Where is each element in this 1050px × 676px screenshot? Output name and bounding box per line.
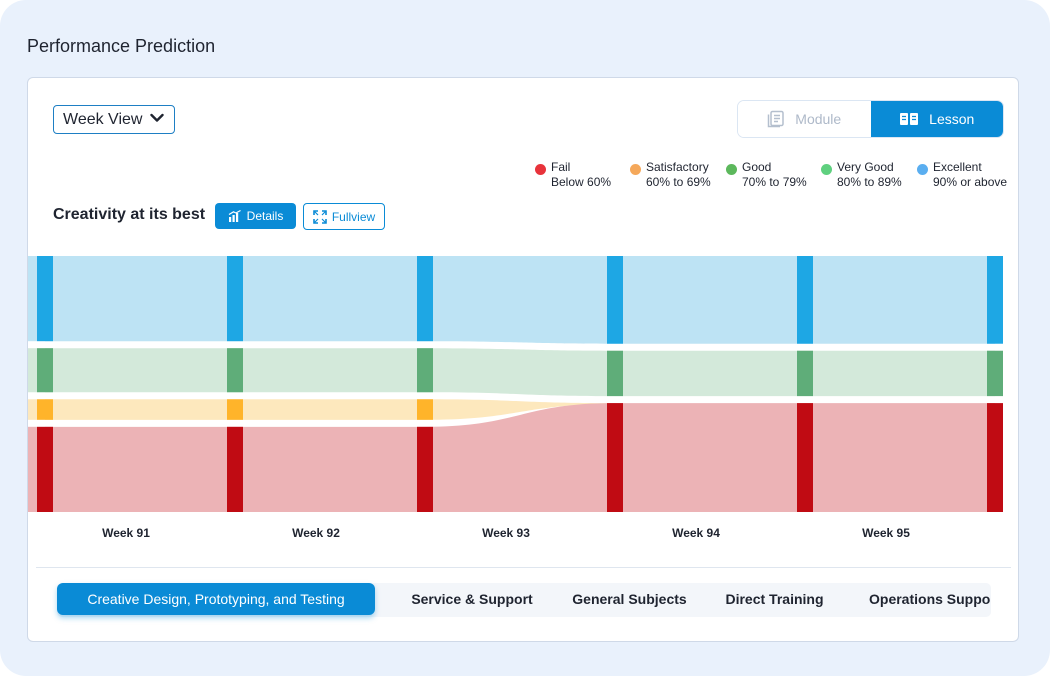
band-satisfactory [425,399,615,420]
legend-label: Fail [551,160,571,174]
node-excellent[interactable] [37,256,53,342]
band-excellent [235,256,425,342]
legend-dot [821,164,832,175]
node-very-good[interactable] [417,348,433,393]
subject-tab[interactable]: Service & Support [411,591,533,607]
week-label: Week 92 [292,526,340,540]
band-fail [425,403,615,512]
legend-range: 80% to 89% [837,175,902,189]
node-excellent[interactable] [987,256,1003,344]
legend-range: 60% to 69% [646,175,711,189]
legend-dot [630,164,641,175]
legend: Fail Below 60% Satisfactory 60% to 69% Goo… [28,160,1018,200]
legend-range: 90% or above [933,175,1008,189]
bar-chart-icon [228,210,241,222]
fullview-label: Fullview [331,209,376,224]
band-edge [28,426,37,512]
node-excellent[interactable] [607,256,623,344]
view-select[interactable]: Week View [53,105,175,134]
week-label: Week 94 [672,526,720,540]
band-satisfactory [45,399,235,420]
node-very-good[interactable] [227,348,243,393]
prediction-card: Week View Module [27,77,1019,642]
node-satisfactory[interactable] [417,399,433,420]
node-fail[interactable] [987,403,1003,512]
node-fail[interactable] [37,426,53,512]
band-fail [615,403,805,512]
expand-icon [313,209,327,224]
legend-item-fail: Fail Below 60% [535,160,611,190]
legend-dot [535,164,546,175]
legend-dot [917,164,928,175]
band-edge [28,399,37,420]
subject-tab[interactable]: Direct Training [725,591,824,607]
page-title: Performance Prediction [27,36,216,56]
band-edge [28,256,37,342]
subject-tabs: Creative Design, Prototyping, and Testin… [57,583,991,617]
details-button[interactable]: Details [215,203,296,229]
band-excellent [425,256,615,344]
band-very-good [425,348,615,397]
toggle-lesson[interactable]: Lesson [870,101,1003,137]
legend-item-satisfactory: Satisfactory 60% to 69% [630,160,711,190]
band-fail [805,403,995,512]
band-very-good [235,348,425,393]
subject-tab[interactable]: General Subjects [572,591,687,607]
node-fail[interactable] [607,403,623,512]
week-label: Week 95 [862,526,910,540]
node-fail[interactable] [417,426,433,512]
node-very-good[interactable] [607,350,623,397]
view-select-value: Week View [63,110,143,128]
subject-tab[interactable]: Creative Design, Prototyping, and Testin… [57,583,375,615]
legend-dot [726,164,737,175]
legend-range: Below 60% [551,175,612,189]
chevron-down-icon [150,113,164,122]
legend-label: Very Good [837,160,894,174]
node-satisfactory[interactable] [227,399,243,420]
band-fail [235,426,425,512]
divider [36,567,1011,568]
subject-tab[interactable]: Operations Suppor [869,591,991,607]
week-label: Week 93 [482,526,530,540]
band-very-good [45,348,235,393]
week-label: Week 91 [102,526,150,540]
band-excellent [45,256,235,342]
band-satisfactory [235,399,425,420]
node-very-good[interactable] [37,348,53,393]
module-lesson-toggle: Module Lesson [737,100,1004,138]
legend-label: Excellent [933,160,982,174]
fullview-button[interactable]: Fullview [303,203,385,230]
band-edge [28,348,37,393]
node-very-good[interactable] [987,350,1003,397]
toggle-module[interactable]: Module [738,101,871,137]
legend-label: Satisfactory [646,160,709,174]
legend-item-good: Good 70% to 79% [726,160,807,190]
document-icon [768,110,785,128]
legend-item-very-good: Very Good 80% to 89% [821,160,902,190]
node-very-good[interactable] [797,350,813,397]
node-fail[interactable] [227,426,243,512]
band-very-good [805,350,995,397]
legend-range: 70% to 79% [742,175,807,189]
toggle-lesson-label: Lesson [929,111,975,127]
node-excellent[interactable] [797,256,813,344]
band-very-good [615,350,805,397]
node-fail[interactable] [797,403,813,512]
legend-item-excellent: Excellent 90% or above [917,160,1007,190]
legend-label: Good [742,160,772,174]
chart-title: Creativity at its best [53,206,206,223]
details-label: Details [246,209,284,223]
band-excellent [615,256,805,344]
node-satisfactory[interactable] [37,399,53,420]
band-fail [45,426,235,512]
node-excellent[interactable] [417,256,433,342]
band-excellent [805,256,995,344]
book-icon [900,113,919,125]
node-excellent[interactable] [227,256,243,342]
toggle-module-label: Module [795,111,842,127]
